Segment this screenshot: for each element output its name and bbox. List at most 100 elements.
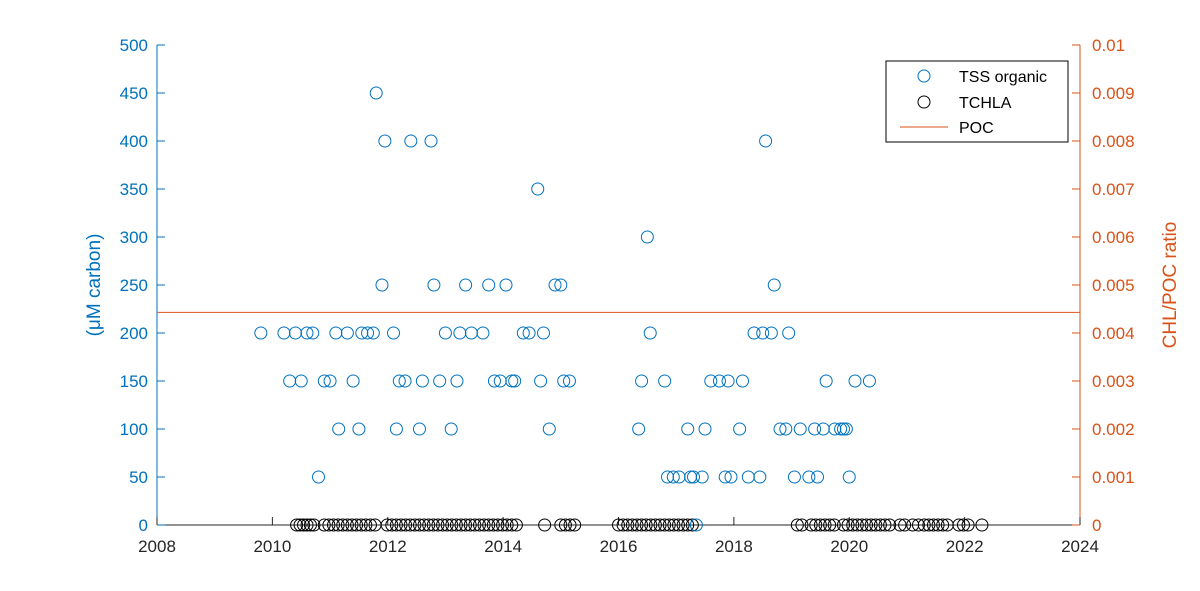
tss-organic-point (306, 326, 320, 340)
y-left-tick-label: 250 (120, 276, 148, 295)
tchla-point (327, 518, 341, 532)
y-left-tick-label: 450 (120, 84, 148, 103)
tss-organic-point (392, 374, 406, 388)
tss-organic-point (640, 230, 654, 244)
tss-organic-point (548, 278, 562, 292)
legend-label: TCHLA (959, 95, 1012, 112)
tss-organic-point (346, 374, 360, 388)
x-tick-label: 2010 (253, 537, 291, 556)
tchla-point (322, 518, 336, 532)
tchla-point (644, 518, 658, 532)
y-right-tick-label: 0.001 (1092, 468, 1135, 487)
legend-marker (917, 69, 931, 83)
tchla-point (653, 518, 667, 532)
tss-organic-point (312, 470, 326, 484)
y-axis-right-label: CHL/POC ratio (1160, 222, 1181, 349)
tss-organic-point (689, 518, 703, 532)
tss-organic-point (767, 278, 781, 292)
tss-organic-point (764, 326, 778, 340)
tss-organic-point (839, 422, 853, 436)
y-right-tick-label: 0.004 (1092, 324, 1135, 343)
tss-organic-point (635, 374, 649, 388)
tss-organic-point (632, 422, 646, 436)
tchla-point (648, 518, 662, 532)
tss-organic-point (842, 470, 856, 484)
tchla-point (823, 518, 837, 532)
tss-organic-point (531, 182, 545, 196)
tchla-point (836, 518, 850, 532)
tchla-point (317, 518, 331, 532)
tchla-point (790, 518, 804, 532)
tchla-point (625, 518, 639, 532)
tss-organic-point (277, 326, 291, 340)
legend-label: TSS organic (959, 69, 1047, 86)
tchla-point (354, 518, 368, 532)
tchla-point (813, 518, 827, 532)
y-left-tick-label: 0 (139, 516, 148, 535)
tss-organic-point (508, 374, 522, 388)
tchla-point (496, 518, 510, 532)
tchla-point (685, 518, 699, 532)
tchla-point (873, 518, 887, 532)
tchla-point (399, 518, 413, 532)
tchla-point (612, 518, 625, 532)
tss-organic-point (712, 374, 726, 388)
tss-organic-point (332, 422, 346, 436)
tss-organic-point (427, 278, 441, 292)
tss-organic-point (811, 470, 825, 484)
tchla-point (658, 518, 672, 532)
tss-organic-point (323, 374, 337, 388)
y-left-tick-label: 150 (120, 372, 148, 391)
tss-organic-point (378, 134, 392, 148)
x-tick-label: 2018 (715, 537, 753, 556)
y-right-tick-label: 0.01 (1092, 36, 1125, 55)
tchla-point (883, 518, 897, 532)
tss-organic-point (499, 278, 513, 292)
tss-organic-point (366, 326, 380, 340)
tss-organic-point (736, 374, 750, 388)
y-axis-left-label: (μM carbon) (84, 234, 105, 337)
tss-organic-point (389, 422, 403, 436)
tchla-point (662, 518, 676, 532)
tchla-point (336, 518, 350, 532)
y-right-tick-label: 0.002 (1092, 420, 1135, 439)
tss-organic-point (516, 326, 530, 340)
tss-organic-point (534, 374, 548, 388)
x-tick-label: 2012 (369, 537, 407, 556)
tchla-point (563, 518, 577, 532)
tss-organic-point (288, 326, 302, 340)
tss-organic-point (464, 326, 478, 340)
tss-organic-point (834, 422, 848, 436)
tss-organic-point (369, 86, 383, 100)
y-left-tick-label: 500 (120, 36, 148, 55)
tss-organic-point (724, 470, 738, 484)
tss-organic-point (375, 278, 389, 292)
tchla-point (482, 518, 496, 532)
tchla-point (667, 518, 681, 532)
y-left-tick-label: 200 (120, 324, 148, 343)
tchla-point (850, 518, 864, 532)
legend: TSS organic TCHLA POC (885, 60, 1069, 143)
y-left-tick-label: 50 (129, 468, 148, 487)
tchla-point (385, 518, 399, 532)
tchla-point (893, 518, 907, 532)
tss-organic-point (487, 374, 501, 388)
tchla-point (359, 518, 373, 532)
tchla-point (926, 518, 940, 532)
tchla-point (917, 518, 931, 532)
tss-organic-point (684, 470, 698, 484)
tchla-point (297, 518, 311, 532)
x-tick-label: 2008 (138, 537, 176, 556)
y-right-tick-label: 0.006 (1092, 228, 1135, 247)
tchla-point (931, 518, 945, 532)
tss-organic-point (554, 278, 568, 292)
tss-organic-point (505, 374, 519, 388)
tchla-point (869, 518, 883, 532)
tick-labels: 2008 2010 2012 2014 2016 2018 2020 2022 2024 0 50 1… (120, 36, 1135, 556)
y-right-tick-label: 0 (1092, 516, 1101, 535)
tss-organic-point (254, 326, 268, 340)
tchla-point (922, 518, 936, 532)
tchla-point (621, 518, 635, 532)
legend-marker (917, 95, 931, 109)
